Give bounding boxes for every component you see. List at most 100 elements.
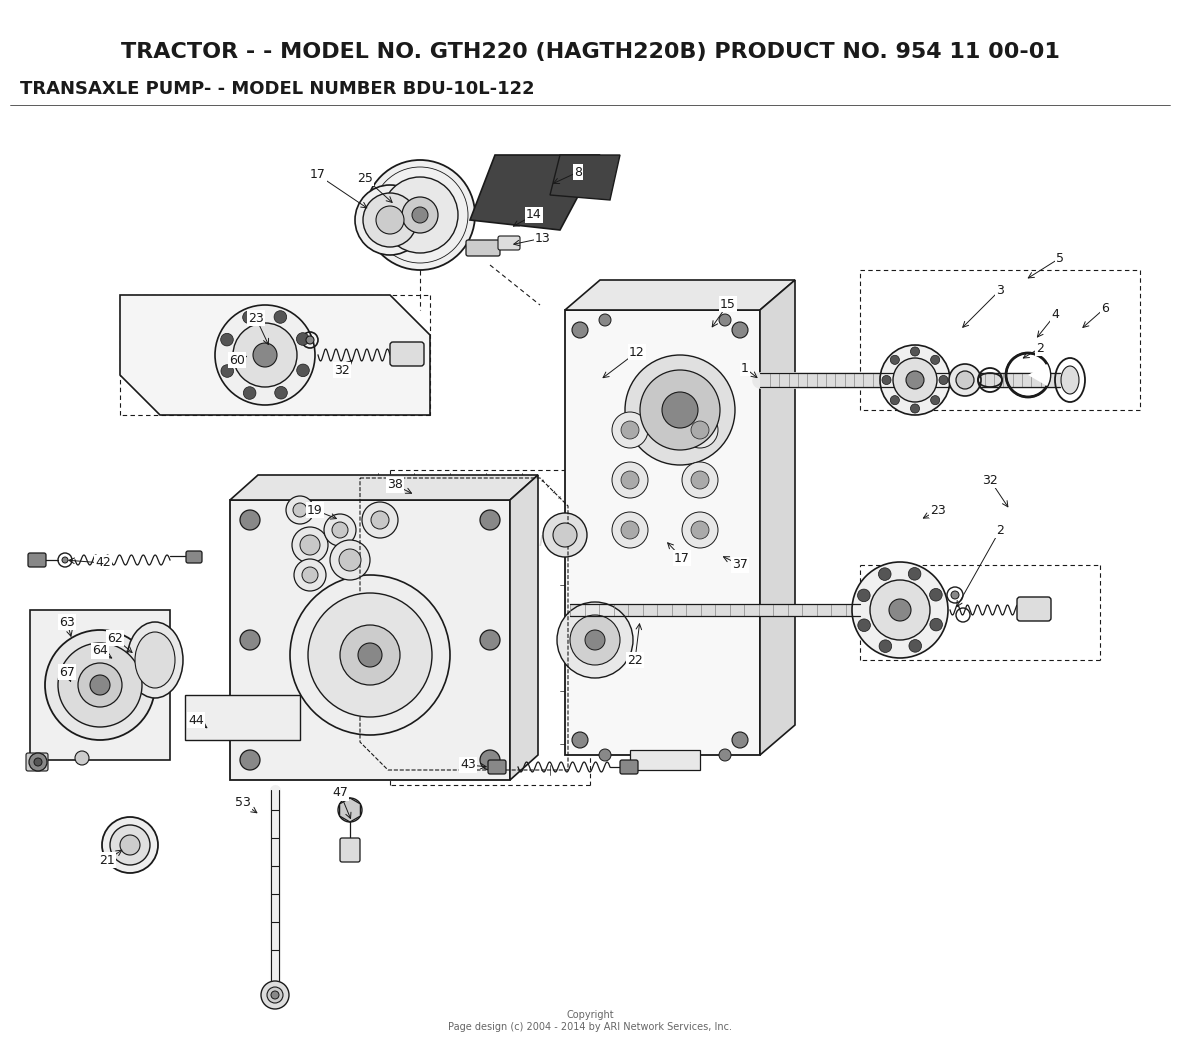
Circle shape: [90, 675, 110, 695]
Circle shape: [621, 471, 640, 489]
Text: 63: 63: [59, 616, 74, 628]
Circle shape: [858, 619, 871, 631]
Circle shape: [363, 193, 417, 246]
Circle shape: [402, 197, 438, 233]
Circle shape: [939, 375, 948, 385]
Circle shape: [585, 630, 605, 650]
Circle shape: [930, 589, 942, 601]
Text: 19: 19: [307, 503, 323, 517]
Circle shape: [243, 311, 255, 323]
Circle shape: [286, 496, 314, 524]
Circle shape: [30, 753, 47, 771]
Circle shape: [376, 206, 404, 234]
Circle shape: [337, 798, 362, 822]
Circle shape: [949, 364, 981, 396]
Circle shape: [881, 375, 891, 385]
Text: 47: 47: [332, 786, 348, 800]
Text: 1: 1: [741, 362, 749, 374]
Circle shape: [274, 311, 287, 323]
Text: 2: 2: [996, 523, 1004, 537]
Circle shape: [543, 513, 586, 557]
Circle shape: [296, 364, 309, 376]
Circle shape: [480, 630, 500, 650]
Circle shape: [324, 514, 356, 546]
FancyBboxPatch shape: [340, 838, 360, 862]
Circle shape: [880, 345, 950, 415]
Circle shape: [931, 356, 939, 364]
Polygon shape: [565, 280, 795, 310]
Circle shape: [909, 640, 922, 652]
Text: ARI PartStream™: ARI PartStream™: [476, 530, 644, 549]
Circle shape: [691, 421, 709, 439]
Circle shape: [63, 557, 68, 563]
Circle shape: [291, 527, 328, 563]
FancyBboxPatch shape: [620, 760, 638, 774]
Text: 14: 14: [526, 208, 542, 222]
Polygon shape: [760, 280, 795, 755]
Bar: [570, 604, 860, 616]
Circle shape: [911, 404, 919, 413]
Circle shape: [240, 510, 260, 530]
Circle shape: [294, 560, 326, 591]
Circle shape: [931, 395, 939, 405]
Circle shape: [879, 640, 892, 652]
Polygon shape: [230, 500, 510, 780]
Circle shape: [302, 567, 317, 583]
Circle shape: [330, 540, 371, 580]
Circle shape: [412, 207, 428, 223]
Circle shape: [572, 322, 588, 338]
Circle shape: [480, 510, 500, 530]
Text: 23: 23: [248, 312, 264, 324]
Circle shape: [290, 575, 450, 735]
Text: 38: 38: [387, 478, 402, 492]
Circle shape: [365, 160, 476, 270]
Circle shape: [570, 615, 620, 665]
Circle shape: [870, 580, 930, 640]
Circle shape: [682, 412, 717, 448]
Ellipse shape: [625, 355, 735, 465]
Text: 2: 2: [1036, 341, 1044, 355]
Ellipse shape: [662, 392, 699, 428]
Circle shape: [271, 991, 278, 999]
Polygon shape: [550, 155, 620, 200]
Circle shape: [371, 511, 389, 529]
Circle shape: [889, 599, 911, 621]
Text: 21: 21: [99, 854, 114, 866]
Circle shape: [340, 625, 400, 685]
Circle shape: [293, 503, 307, 517]
Text: 17: 17: [310, 168, 326, 182]
Polygon shape: [470, 155, 599, 230]
Ellipse shape: [640, 370, 720, 450]
Text: 13: 13: [535, 232, 551, 244]
Circle shape: [890, 356, 899, 364]
Circle shape: [358, 643, 382, 667]
Circle shape: [612, 462, 648, 498]
Circle shape: [267, 987, 283, 1003]
Text: 60: 60: [229, 354, 245, 366]
Polygon shape: [185, 695, 300, 740]
Circle shape: [275, 387, 287, 399]
Circle shape: [78, 664, 122, 707]
Text: Copyright: Copyright: [566, 1010, 614, 1020]
Circle shape: [599, 314, 611, 326]
FancyBboxPatch shape: [391, 342, 424, 366]
Text: 62: 62: [107, 631, 123, 645]
Circle shape: [572, 732, 588, 748]
Circle shape: [215, 305, 315, 405]
Circle shape: [232, 323, 297, 387]
Circle shape: [911, 347, 919, 356]
Circle shape: [890, 395, 899, 405]
Circle shape: [858, 589, 870, 602]
Text: 3: 3: [996, 284, 1004, 296]
Circle shape: [382, 177, 458, 253]
Text: 32: 32: [334, 364, 350, 376]
Circle shape: [339, 549, 361, 571]
Circle shape: [221, 365, 234, 378]
Polygon shape: [565, 310, 760, 755]
Bar: [760, 373, 1060, 387]
Text: TRACTOR - - MODEL NO. GTH220 (HAGTH220B) PRODUCT NO. 954 11 00-01: TRACTOR - - MODEL NO. GTH220 (HAGTH220B)…: [120, 42, 1060, 62]
Circle shape: [240, 750, 260, 770]
Text: 37: 37: [732, 558, 748, 572]
Text: 22: 22: [627, 653, 643, 667]
Text: 42: 42: [96, 556, 111, 570]
